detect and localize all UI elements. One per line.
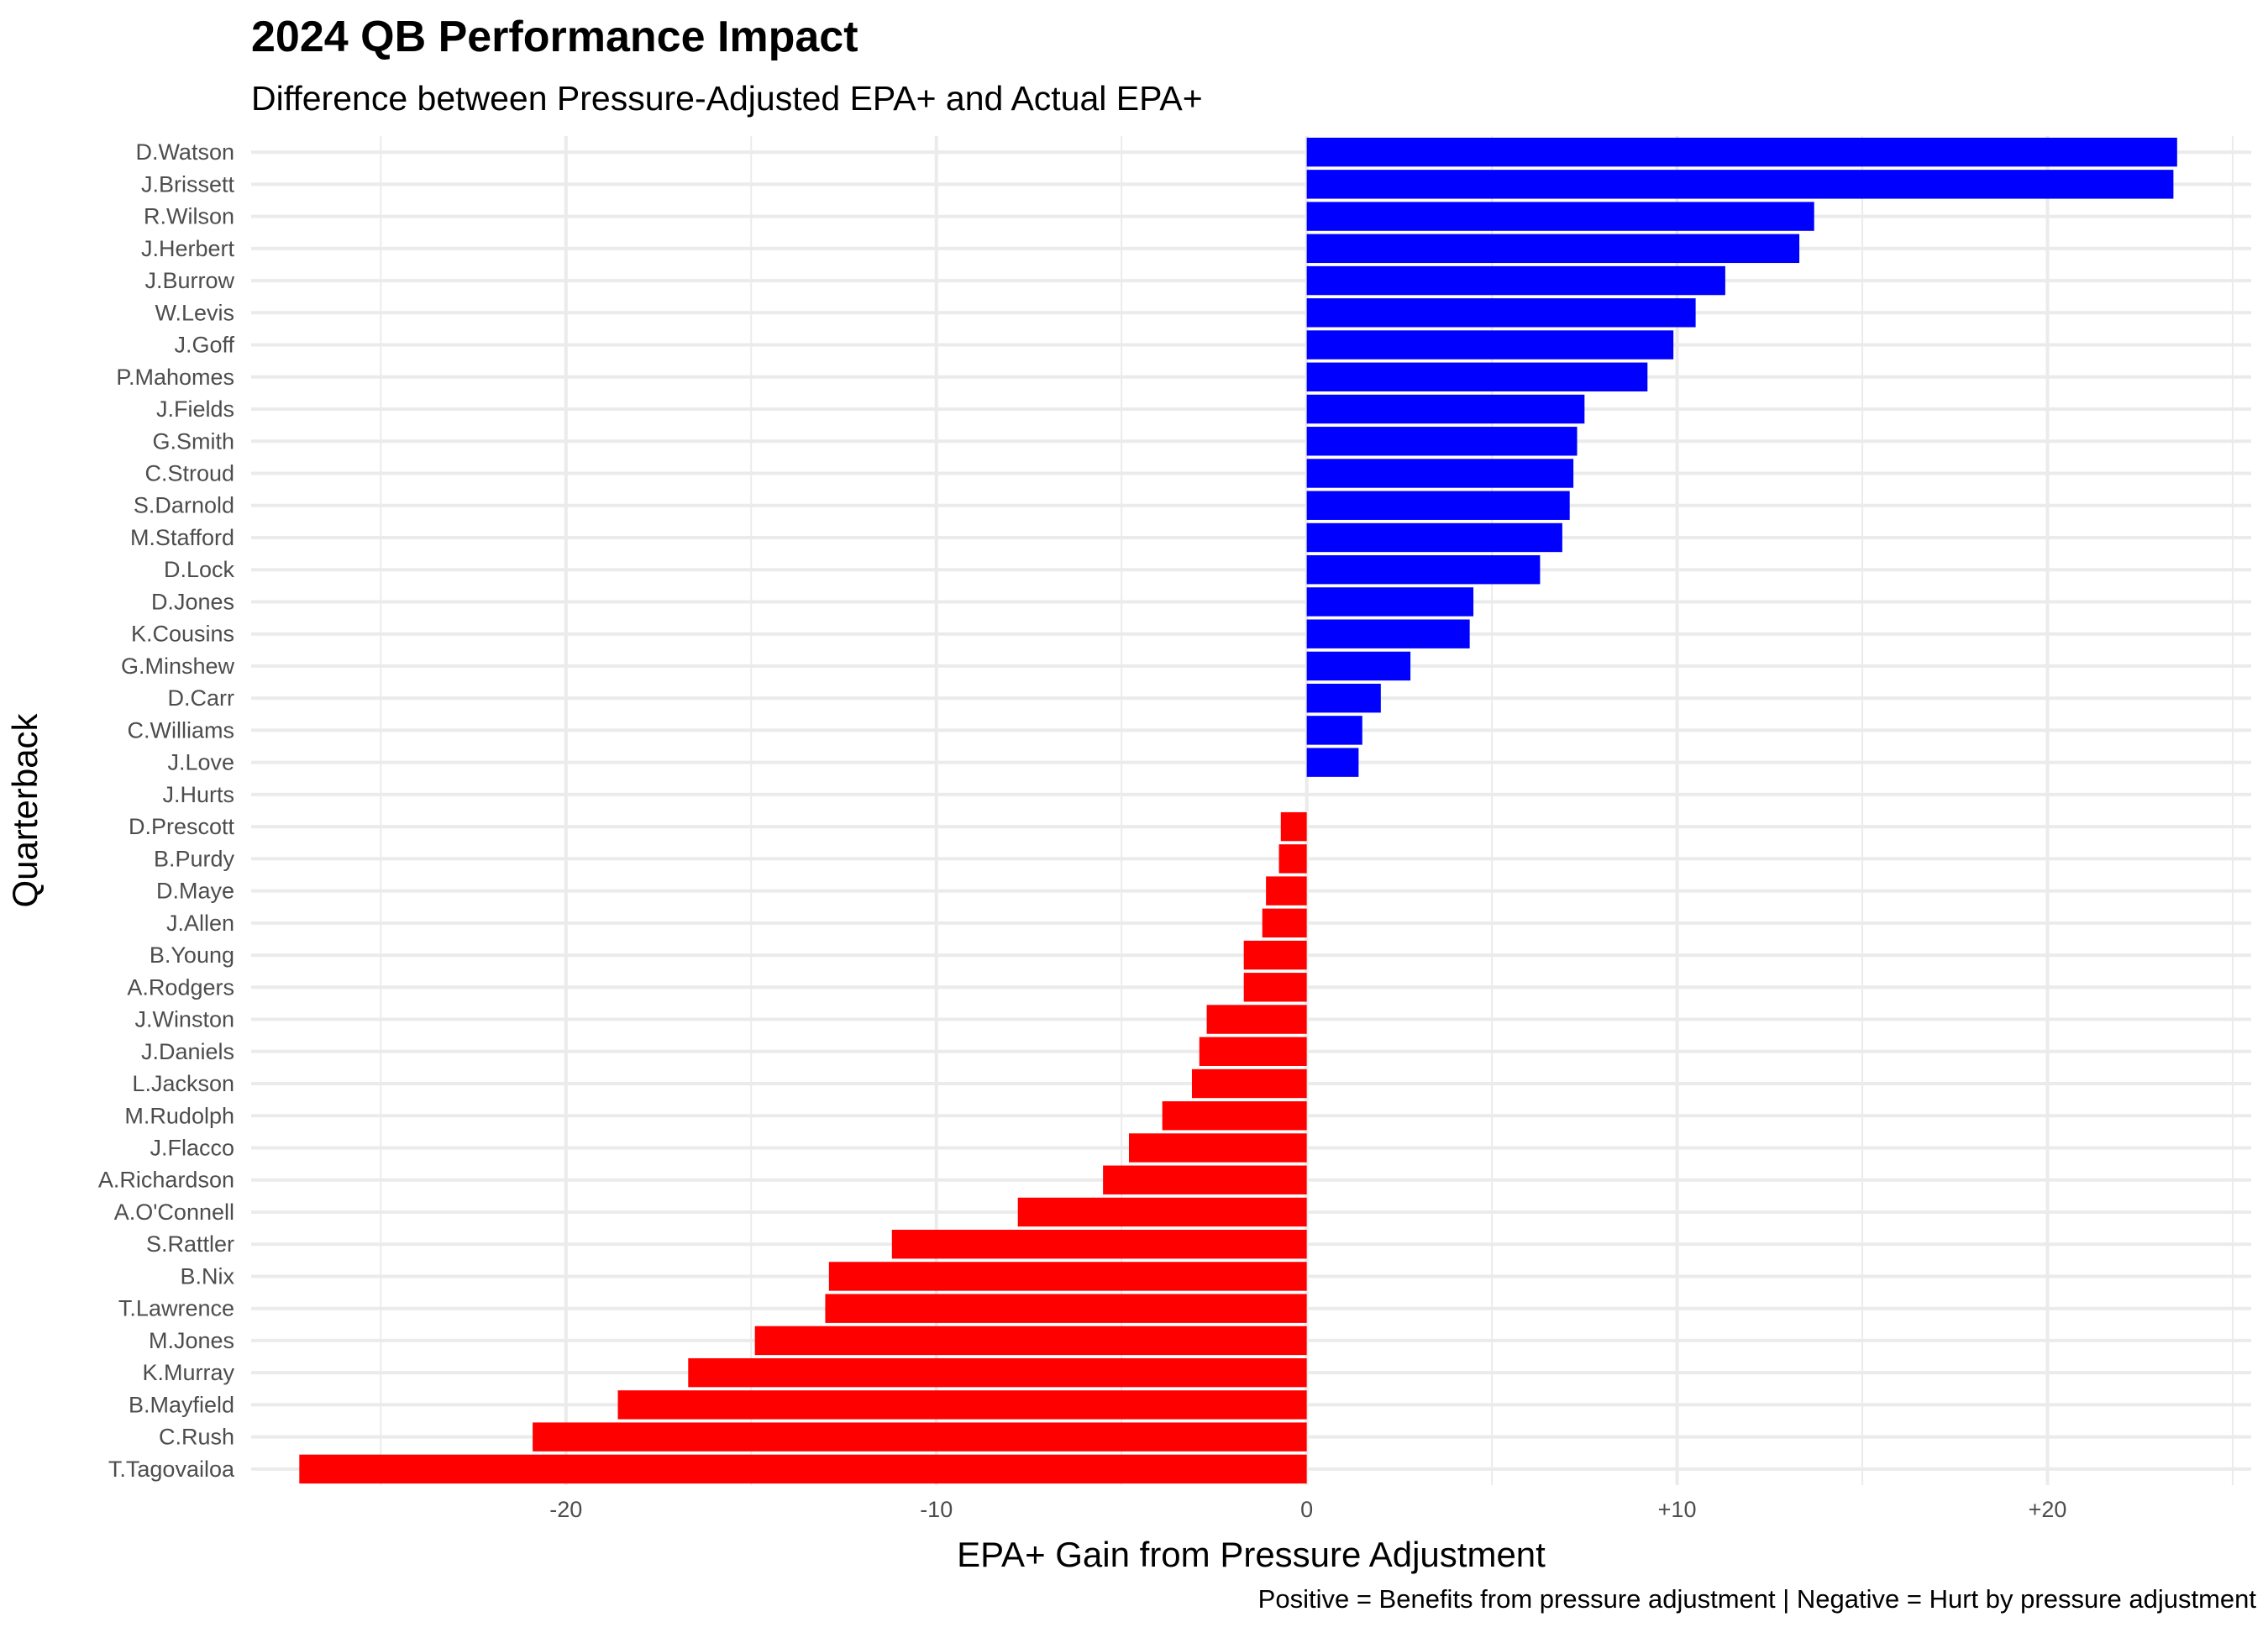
bar <box>617 1390 1307 1420</box>
bar <box>1306 170 2174 199</box>
y-tick-label: G.Minshew <box>121 654 235 679</box>
bar <box>828 1262 1307 1291</box>
y-tick-label: G.Smith <box>152 428 234 454</box>
y-tick-label: A.O'Connell <box>114 1200 234 1225</box>
bar <box>688 1357 1307 1388</box>
y-tick-label: M.Jones <box>149 1328 234 1353</box>
bar <box>1162 1101 1307 1131</box>
bar <box>1306 748 1359 777</box>
y-tick-label: M.Stafford <box>130 525 234 550</box>
bar <box>1199 1037 1307 1066</box>
bar <box>1306 522 1562 553</box>
bars <box>299 137 2177 1484</box>
y-tick-label: J.Daniels <box>141 1039 234 1064</box>
bar <box>533 1422 1307 1452</box>
bar <box>1266 876 1307 906</box>
bar <box>1306 683 1381 713</box>
y-tick-label: J.Goff <box>174 333 234 358</box>
y-tick-label: D.Lock <box>164 557 235 582</box>
bar <box>1306 619 1470 648</box>
y-tick-label: P.Mahomes <box>116 365 234 390</box>
y-tick-label: S.Rattler <box>146 1231 234 1257</box>
x-tick-label: +20 <box>2029 1497 2067 1522</box>
y-tick-label: J.Love <box>167 750 234 775</box>
y-tick-label: A.Richardson <box>98 1168 234 1193</box>
bar <box>1306 137 2177 167</box>
bar <box>1306 362 1648 391</box>
y-tick-label: K.Murray <box>142 1360 234 1385</box>
y-tick-label: K.Cousins <box>131 622 234 647</box>
y-tick-label: B.Nix <box>180 1263 234 1289</box>
y-tick-label: B.Young <box>150 942 234 968</box>
y-tick-label: D.Jones <box>151 589 234 614</box>
x-tick-label: +10 <box>1658 1497 1697 1522</box>
y-tick-label: D.Watson <box>135 139 234 165</box>
bar <box>1306 298 1696 328</box>
bar <box>1262 908 1307 938</box>
y-tick-label: J.Hurts <box>162 782 234 807</box>
y-axis-title: Quarterback <box>5 712 45 907</box>
y-tick-label: W.Levis <box>155 300 234 325</box>
bar <box>1306 265 1725 296</box>
chart-title: 2024 QB Performance Impact <box>251 13 858 61</box>
bar <box>1103 1165 1307 1194</box>
bar <box>1306 587 1474 617</box>
y-tick-label: J.Herbert <box>141 236 235 261</box>
y-tick-label: B.Purdy <box>154 846 235 871</box>
bar <box>299 1454 1307 1484</box>
bar <box>891 1230 1307 1259</box>
bar <box>825 1294 1307 1323</box>
bar <box>1306 459 1574 488</box>
bar <box>1243 940 1307 970</box>
x-tick-labels: -20 -10 0 +10 +20 <box>549 1497 2066 1522</box>
y-tick-label: J.Fields <box>156 396 234 422</box>
y-tick-label: J.Flacco <box>150 1136 234 1161</box>
bar <box>1306 394 1585 424</box>
y-tick-label: J.Allen <box>166 911 234 936</box>
y-tick-label: J.Burrow <box>144 268 234 293</box>
bar <box>1017 1197 1307 1227</box>
y-tick-label: M.Rudolph <box>124 1103 234 1128</box>
y-tick-label: C.Williams <box>128 717 235 743</box>
x-tick-label: -20 <box>549 1497 582 1522</box>
y-tick-label: C.Stroud <box>144 461 234 486</box>
y-tick-label: S.Darnold <box>134 493 234 518</box>
chart-caption: Positive = Benefits from pressure adjust… <box>1257 1584 2256 1614</box>
y-tick-label: L.Jackson <box>132 1071 234 1096</box>
bar <box>1306 202 1814 231</box>
x-tick-label: -10 <box>920 1497 953 1522</box>
bar <box>1306 555 1541 585</box>
x-axis-title: EPA+ Gain from Pressure Adjustment <box>957 1535 1546 1574</box>
bar <box>1206 1005 1307 1034</box>
y-tick-label: T.Lawrence <box>118 1296 234 1321</box>
y-tick-labels: D.Watson J.Brissett R.Wilson J.Herbert J.Bur… <box>98 139 235 1482</box>
bar <box>1306 716 1362 745</box>
y-tick-label: B.Mayfield <box>129 1392 234 1417</box>
y-tick-label: C.Rush <box>159 1425 234 1450</box>
y-tick-label: D.Carr <box>168 685 235 711</box>
bar <box>1306 491 1570 520</box>
chart-subtitle: Difference between Pressure-Adjusted EPA… <box>251 79 1203 118</box>
bar <box>1306 234 1800 264</box>
y-tick-label: A.Rodgers <box>127 974 234 1000</box>
bar <box>1243 973 1307 1002</box>
y-tick-label: R.Wilson <box>144 204 234 229</box>
bar <box>1306 651 1411 681</box>
bar <box>754 1326 1307 1356</box>
y-tick-label: J.Winston <box>134 1007 234 1032</box>
bar <box>1306 427 1578 456</box>
bar <box>1191 1068 1307 1099</box>
bar <box>1306 330 1674 360</box>
y-tick-label: J.Brissett <box>141 171 235 197</box>
y-tick-label: D.Maye <box>156 879 234 904</box>
bar <box>1280 811 1307 842</box>
y-tick-label: D.Prescott <box>129 814 235 839</box>
bar <box>1128 1133 1307 1163</box>
y-tick-label: T.Tagovailoa <box>108 1457 235 1482</box>
x-tick-label: 0 <box>1300 1497 1313 1522</box>
bar <box>1278 844 1307 874</box>
